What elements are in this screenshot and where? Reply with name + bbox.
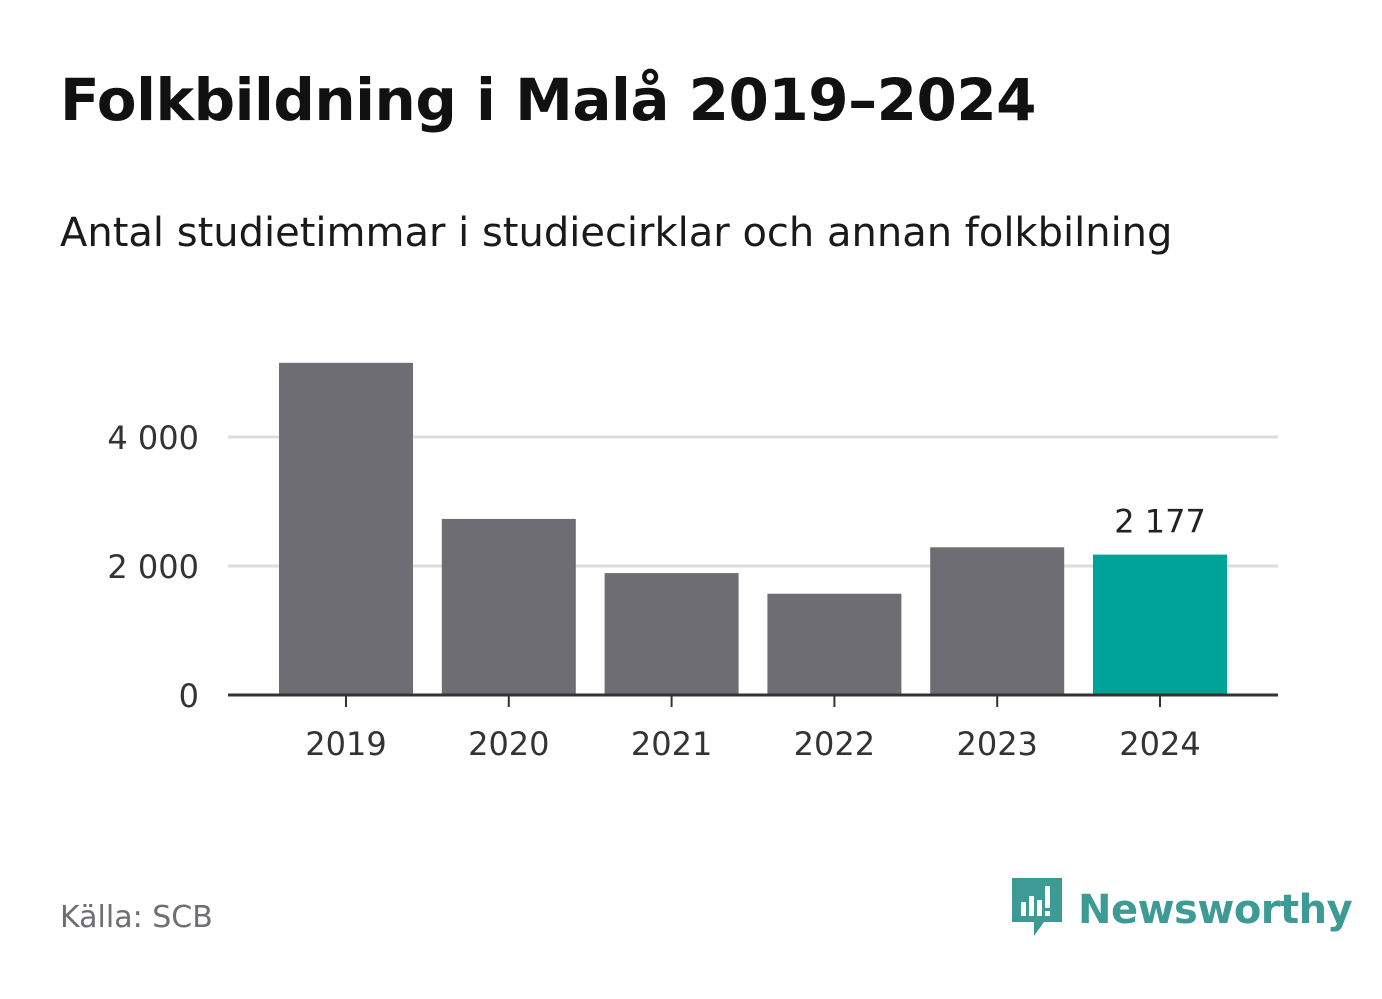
bar-2020 (442, 519, 576, 695)
bars (279, 363, 1227, 695)
bar-2023 (930, 547, 1064, 695)
newsworthy-logo-icon (1012, 878, 1062, 942)
x-tick-label: 2024 (1119, 725, 1200, 763)
x-tick-label: 2020 (468, 725, 549, 763)
data-label: 2 177 (1114, 503, 1206, 541)
brand-name: Newsworthy (1078, 887, 1352, 933)
bar-2021 (605, 573, 739, 695)
axes (228, 695, 1278, 707)
bar-2024 (1093, 555, 1227, 695)
x-tick-label: 2019 (305, 725, 386, 763)
y-tick-label: 4 000 (107, 419, 199, 457)
bar-2019 (279, 363, 413, 695)
x-tick-label: 2021 (631, 725, 712, 763)
y-tick-label: 0 (179, 677, 199, 715)
x-tick-label: 2023 (956, 725, 1037, 763)
brand-logo[interactable]: Newsworthy (1012, 880, 1352, 940)
bar-2022 (767, 594, 901, 695)
y-tick-label: 2 000 (107, 548, 199, 586)
source-note: Källa: SCB (60, 900, 213, 935)
x-tick-label: 2022 (794, 725, 875, 763)
